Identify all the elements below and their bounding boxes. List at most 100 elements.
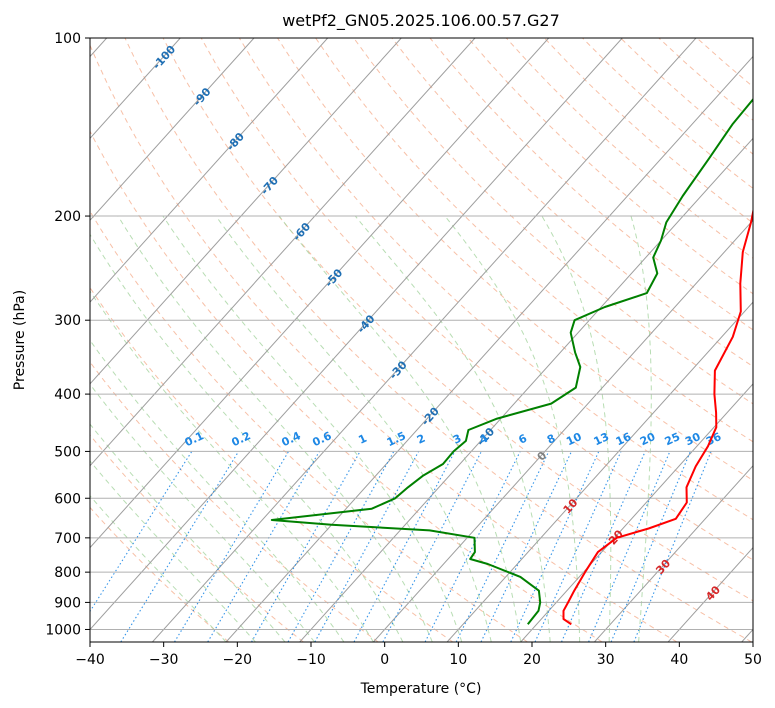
x-tick-label: 20 [523,652,541,668]
isotherm [594,465,753,642]
dry-adiabat [505,38,753,259]
mixing-ratio-line [314,451,420,642]
y-axis-ticks: 100 200 300 400 500 600 700 800 900 1000 [45,31,90,638]
isotherm [446,301,753,642]
x-tick-label: 10 [449,652,467,668]
isotherm [90,38,623,631]
mixing-ratio-line [207,451,320,642]
mixing-ratio-label: 16 [614,430,634,448]
mixing-ratio-label: 1.5 [385,429,408,449]
mixing-ratio-label: 0.6 [310,429,333,449]
isotherm-label: -70 [258,174,281,198]
moist-adiabat [90,494,227,642]
mixing-ratio-line [534,451,622,642]
x-tick-label: −30 [149,652,179,668]
dry-adiabat [429,38,753,331]
y-tick-label: 200 [54,209,81,225]
mixing-ratio-line [382,451,482,642]
mixing-ratio-line [480,451,572,642]
mixing-ratio-label: 13 [592,430,611,448]
x-tick-label: −40 [75,652,105,668]
dry-adiabat [544,38,753,224]
moist-adiabat [90,339,345,642]
mixing-ratio-label: 25 [663,430,682,448]
dry-adiabat [582,38,753,190]
moist-adiabat [90,233,404,642]
isotherm [90,38,329,303]
isotherm [152,38,697,642]
moist-adiabat [90,383,315,642]
isotherm [299,137,753,642]
moist-adiabat [90,460,256,642]
line-labels: -100-90-80-70-60-50-40-30-20-10010203040… [150,43,724,604]
mixing-ratio-label: 10 [564,430,584,448]
mixing-ratio-label: 2 [415,432,427,447]
dry-adiabat [90,286,454,642]
x-tick-label: 30 [597,652,615,668]
moist-adiabat [278,215,522,642]
dry-adiabat [124,38,752,642]
mixing-ratio-line [610,451,691,642]
dry-adiabat [90,434,304,642]
mixing-ratio-label: 20 [638,430,658,448]
moist-adiabat [215,215,492,642]
moist-adiabat [630,215,652,642]
mixing-ratio-line [287,451,395,642]
mixing-ratio-line [510,451,600,642]
dry-adiabat [162,38,753,602]
moist-adiabat [117,215,433,642]
isotherm [667,546,753,642]
isotherm [373,219,753,642]
mixing-ratio-label: 6 [517,432,530,447]
isotherm [741,628,753,642]
moist-adiabat [162,215,463,642]
moist-adiabat [444,215,581,642]
y-tick-label: 900 [54,595,81,611]
dry-adiabat [90,361,379,642]
x-tick-label: 0 [380,652,389,668]
dry-adiabat [90,506,230,642]
y-axis-label: Pressure (hPa) [12,290,28,390]
mixing-ratio-line [174,451,290,642]
chart-title: wetPf2_GN05.2025.106.00.57.G27 [282,11,560,31]
x-tick-label: 50 [744,652,762,668]
y-tick-label: 1000 [45,622,81,638]
x-axis-ticks: −40 −30 −20 −10 0 10 20 30 40 50 [75,642,762,668]
mixing-ratio-line [455,451,550,642]
isotherm-label: -100 [150,43,178,72]
y-tick-label: 700 [54,531,81,547]
dry-adiabat [238,38,753,521]
dry-adiabat [391,38,753,368]
x-tick-label: 40 [670,652,688,668]
y-tick-label: 300 [54,313,81,329]
mixing-ratio-line [633,451,712,642]
y-tick-label: 800 [54,565,81,581]
mixing-ratio-label: 0.2 [230,429,253,449]
dewpoint-profile [270,97,753,625]
x-tick-label: −20 [223,652,253,668]
mixing-ratio-line [90,451,193,613]
mixing-ratio-label: 0.1 [183,429,206,449]
mixing-ratio-line [588,451,671,642]
isotherm [90,38,255,221]
pressure-gridlines [90,37,753,630]
dry-adiabat [467,38,753,295]
moist-adiabat [541,215,612,642]
sounding-profiles [270,97,753,626]
isotherm [520,383,753,642]
isotherm-label: -40 [355,312,378,336]
dry-adiabat [200,38,753,561]
y-tick-label: 600 [54,491,81,507]
dry-adiabat [90,210,528,642]
mixing-ratio-label: 30 [683,430,703,448]
x-tick-label: −10 [296,652,326,668]
moist-adiabat [354,215,551,642]
moist-adiabat [90,423,286,642]
x-axis-label: Temperature (°C) [360,681,482,697]
isotherm [225,55,753,642]
dry-adiabat [696,38,753,88]
y-tick-label: 500 [54,444,81,460]
dry-adiabat [90,130,603,642]
mixing-ratio-line [251,451,361,642]
